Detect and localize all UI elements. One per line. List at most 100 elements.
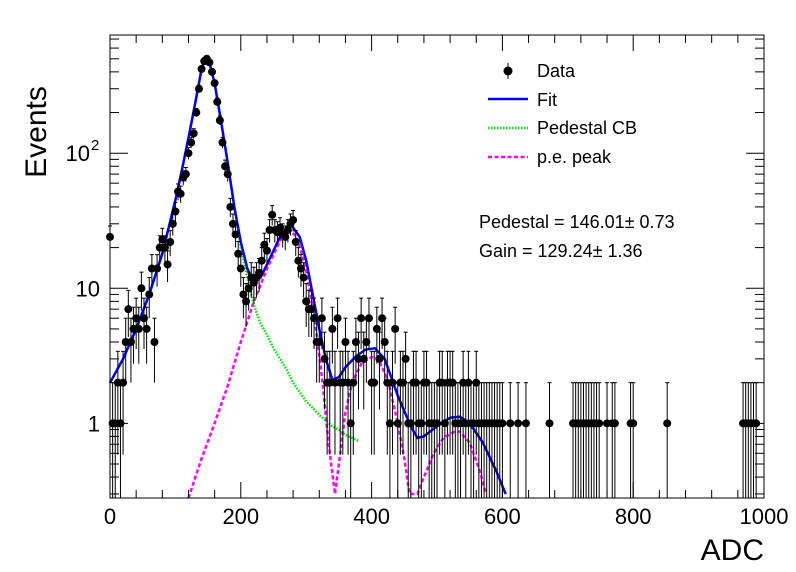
x-tick-label: 400 <box>353 504 390 529</box>
data-point <box>124 289 133 338</box>
plot-frame <box>109 34 765 499</box>
data-point <box>223 166 232 182</box>
data-point <box>215 115 224 125</box>
x-tick-label: 800 <box>615 504 652 529</box>
legend-label-fit: Fit <box>537 90 557 110</box>
data-point <box>140 297 149 350</box>
data-point <box>231 223 240 248</box>
pedestal-annotation: Pedestal = 146.01± 0.73 <box>479 212 675 232</box>
y-axis-title: Events <box>20 86 53 178</box>
data-point <box>603 382 612 498</box>
data-point <box>333 297 342 350</box>
data-point <box>218 136 227 149</box>
data-point <box>629 382 638 498</box>
data-point <box>464 350 473 455</box>
data-point <box>391 306 400 364</box>
data-point <box>187 136 196 149</box>
data-point <box>268 205 277 226</box>
data-point <box>299 262 308 298</box>
data-point <box>194 84 203 93</box>
pedestal-cb-series <box>108 55 360 443</box>
data-point <box>317 297 326 350</box>
data-point <box>372 306 381 364</box>
data-point <box>208 67 217 76</box>
fit-series <box>108 55 507 495</box>
data-point <box>506 382 515 498</box>
data-point <box>498 382 507 498</box>
data-point <box>364 297 373 350</box>
data-point <box>244 271 253 311</box>
x-tick-label: 0 <box>104 504 116 529</box>
data-point <box>221 159 230 174</box>
data-point <box>663 382 672 498</box>
y-tick-label: 10 <box>76 276 100 301</box>
data-point <box>294 247 303 278</box>
data-point <box>163 250 172 282</box>
data-point <box>302 283 311 327</box>
data-point <box>349 350 358 455</box>
data-point <box>341 317 350 383</box>
data-point <box>236 254 245 287</box>
data-point <box>205 58 214 67</box>
data-point <box>166 230 175 257</box>
data-point <box>610 382 619 498</box>
data-point <box>150 317 159 383</box>
data-point <box>320 331 329 410</box>
data-point <box>171 202 180 223</box>
y-tick-label: 1 <box>88 411 100 436</box>
data-point <box>181 166 190 182</box>
x-tick-label: 600 <box>484 504 521 529</box>
data-point <box>289 209 298 232</box>
legend-marker-data <box>503 63 513 79</box>
data-point <box>472 350 481 455</box>
data-point <box>370 350 379 455</box>
data-point <box>398 350 407 455</box>
pe-peak-curve <box>187 228 488 499</box>
data-point <box>330 350 339 455</box>
data-point <box>296 254 305 287</box>
data-point <box>189 128 198 139</box>
data-point <box>226 197 235 218</box>
gain-annotation: Gain = 129.24± 1.36 <box>479 241 643 261</box>
data-point <box>351 317 360 383</box>
data-point <box>545 382 554 498</box>
y-tick-label: 10 <box>66 141 90 166</box>
data-series <box>106 54 761 498</box>
data-point <box>328 306 337 364</box>
data-point <box>239 277 248 319</box>
data-point <box>197 65 206 74</box>
legend-label-pedestal: Pedestal CB <box>537 118 637 138</box>
data-point <box>192 108 201 117</box>
data-point <box>307 289 316 338</box>
fit-curve <box>108 55 507 495</box>
data-point <box>234 240 243 270</box>
data-point <box>184 147 193 160</box>
data-point <box>132 297 141 350</box>
pe-peak-series <box>187 228 488 499</box>
data-point <box>357 297 366 350</box>
data-point <box>401 331 410 410</box>
data-point <box>521 382 530 498</box>
data-point <box>134 306 143 364</box>
x-axis-title: ADC <box>701 534 764 567</box>
data-point <box>422 350 431 455</box>
data-point <box>147 254 156 287</box>
x-tick-label: 200 <box>222 504 259 529</box>
data-point <box>375 331 384 410</box>
data-point <box>213 97 222 106</box>
data-point <box>119 350 128 455</box>
data-point <box>412 350 421 455</box>
data-point <box>514 382 523 498</box>
data-point <box>153 254 162 287</box>
data-point <box>160 235 169 263</box>
data-point <box>291 230 300 257</box>
data-point <box>262 237 271 266</box>
data-point <box>142 306 151 364</box>
data-point <box>176 185 185 203</box>
data-point <box>145 277 154 319</box>
data-point <box>388 350 397 455</box>
legend-label-data: Data <box>537 61 576 81</box>
pedestal-cb-curve <box>108 55 360 443</box>
